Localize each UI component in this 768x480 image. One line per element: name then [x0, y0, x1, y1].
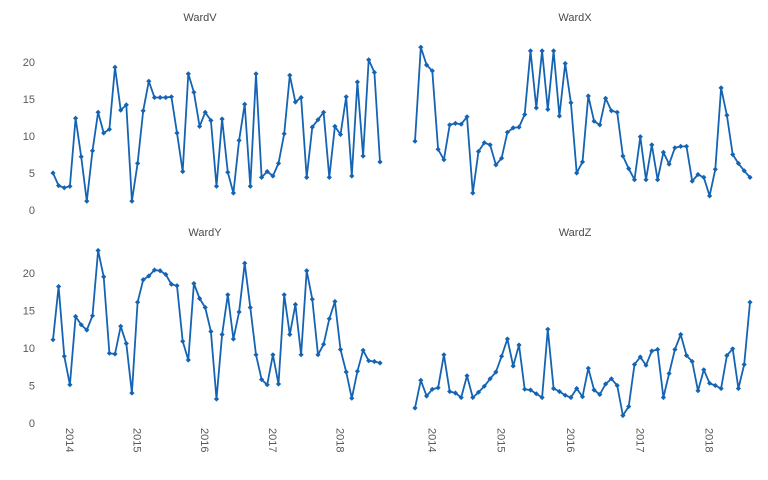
chart-panel-wardx: WardX	[384, 0, 768, 225]
x-tick-label: 2017	[266, 428, 278, 452]
y-tick-label: 0	[29, 418, 35, 430]
chart-title-wardz: WardZ	[559, 227, 592, 239]
wardv-chart: WardV 0 5 10 15 20	[23, 12, 383, 217]
series-line	[414, 46, 751, 197]
x-tick-label: 2015	[131, 428, 143, 452]
wardx-line-series	[412, 44, 753, 199]
x-tick-label: 2018	[703, 428, 715, 452]
x-tick-label: 2015	[495, 428, 507, 452]
series-markers	[412, 299, 753, 419]
y-tick-label: 15	[23, 94, 35, 106]
y-tick-label: 10	[23, 131, 35, 143]
y-tick-label: 20	[23, 57, 35, 69]
wardz-chart: WardZ 2014 2015 2016 2017 2018	[412, 227, 753, 452]
x-tick-label: 2018	[334, 428, 346, 452]
series-line	[52, 58, 381, 203]
series-markers	[50, 247, 383, 402]
chart-title-wardy: WardY	[188, 227, 222, 239]
y-tick-label: 0	[29, 205, 35, 217]
y-tick-label: 5	[29, 381, 35, 393]
y-tick-label: 15	[23, 306, 35, 318]
wardx-chart: WardX	[412, 12, 753, 199]
x-tick-label: 2014	[63, 428, 75, 452]
x-tick-label: 2014	[425, 428, 437, 452]
y-tick-label: 5	[29, 168, 35, 180]
wardz-line-series: 2014 2015 2016 2017 2018	[412, 299, 753, 452]
y-tick-label: 20	[23, 268, 35, 280]
x-tick-label: 2017	[633, 428, 645, 452]
wardy-chart: WardY 0 5 10 15 20 2014 2015 2016 2017 2018	[23, 227, 383, 452]
wardy-line-series: 0 5 10 15 20 2014 2015 2016 2017 2018	[23, 247, 383, 452]
y-tick-label: 10	[23, 343, 35, 355]
x-tick-label: 2016	[564, 428, 576, 452]
chart-panel-wardz: WardZ 2014 2015 2016 2017 2018	[384, 225, 768, 480]
chart-panel-wardv: WardV 0 5 10 15 20	[0, 0, 384, 225]
series-line	[52, 249, 381, 400]
wardv-line-series: 0 5 10 15 20	[23, 57, 383, 217]
chart-title-wardx: WardX	[558, 12, 592, 24]
x-tick-label: 2016	[198, 428, 210, 452]
chart-title-wardv: WardV	[183, 12, 217, 24]
chart-panel-wardy: WardY 0 5 10 15 20 2014 2015 2016 2017 2018	[0, 225, 384, 480]
